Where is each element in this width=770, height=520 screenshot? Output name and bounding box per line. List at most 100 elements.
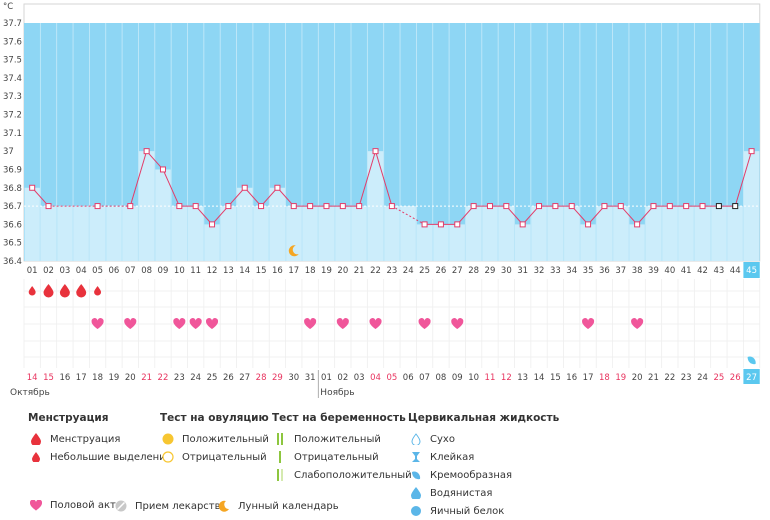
date-label: 03	[354, 373, 365, 383]
temperature-bar	[531, 206, 547, 261]
temperature-point	[470, 203, 477, 210]
temperature-line-segment	[195, 205, 213, 225]
cycle-day-label: 44	[730, 266, 741, 276]
temperature-bar	[596, 206, 613, 261]
temperature-point	[601, 203, 608, 210]
legend-label: Отрицательный	[182, 451, 267, 463]
cycle-day-label: 10	[174, 266, 185, 276]
temperature-bar	[498, 206, 514, 261]
legend-label: Клейкая	[430, 451, 475, 463]
temperature-point	[519, 221, 526, 228]
legend-item: Отрицательный	[272, 448, 412, 466]
date-label: 15	[550, 373, 561, 383]
cycle-day-label: 08	[141, 266, 152, 276]
legend-title: Тест на беременность	[272, 412, 406, 424]
date-label: 26	[223, 373, 234, 383]
temperature-bar	[678, 206, 694, 261]
temperature-point	[29, 184, 36, 191]
legend-label: Положительный	[294, 433, 381, 445]
temperature-bar	[335, 206, 351, 261]
temperature-bar	[24, 187, 40, 261]
pill-icon	[113, 500, 129, 512]
cycle-day-label: 33	[550, 266, 561, 276]
temperature-bar	[400, 206, 416, 261]
legend-label: Менструация	[50, 433, 121, 445]
temperature-line-segment	[228, 187, 246, 207]
small-drop-icon	[28, 452, 44, 462]
menstruation-drop-icon	[76, 284, 87, 298]
cycle-day-label: 20	[337, 266, 348, 276]
temperature-bar	[416, 224, 433, 261]
temperature-point	[192, 203, 199, 210]
temperature-point	[437, 221, 444, 228]
y-tick-label: 37.2	[3, 111, 22, 121]
date-label: 20	[125, 373, 136, 383]
heart-icon	[631, 318, 644, 329]
moon-icon	[288, 245, 299, 257]
cycle-day-label: 25	[419, 266, 430, 276]
cycle-day-label: 39	[648, 266, 659, 276]
temperature-line-segment	[456, 205, 474, 225]
date-label: 10	[468, 373, 479, 383]
date-label: 31	[305, 373, 316, 383]
heart-icon	[28, 500, 44, 511]
legend-label: Небольшие выделения	[50, 451, 172, 463]
cycle-day-label: 21	[354, 266, 365, 276]
temperature-bar	[629, 224, 645, 261]
cycle-day-label: 29	[485, 266, 496, 276]
temperature-bar	[286, 206, 302, 261]
temperature-bar	[188, 206, 204, 261]
heart-icon	[582, 318, 595, 329]
date-label: 14	[534, 373, 545, 383]
heart-icon	[369, 318, 382, 329]
menstruation-drop-icon	[59, 284, 70, 298]
date-label: 19	[109, 373, 120, 383]
temperature-bar	[122, 206, 138, 261]
temperature-line-segment	[31, 187, 49, 207]
legend-fluid: Цервикальная жидкость Сухо Клейкая Кремо…	[408, 412, 559, 520]
cycle-day-label: 03	[59, 266, 70, 276]
legend-item: Небольшие выделения	[28, 448, 172, 466]
temperature-bar	[40, 206, 57, 261]
cycle-day-label: 31	[517, 266, 528, 276]
y-tick-label: 37.4	[3, 74, 22, 84]
temperature-point	[94, 203, 101, 210]
date-label: 17	[76, 373, 87, 383]
sticky-icon	[408, 451, 424, 463]
y-tick-label: 36.6	[3, 220, 22, 230]
cycle-day-label: 43	[713, 266, 724, 276]
legend-item: Отрицательный	[160, 448, 269, 466]
temperature-point	[323, 203, 330, 210]
cycle-day-label: 22	[370, 266, 381, 276]
month-label: Ноябрь	[320, 388, 354, 398]
cycle-day-label: 14	[239, 266, 250, 276]
temperature-point	[290, 203, 297, 210]
temperature-point	[421, 221, 428, 228]
y-tick-label: 37.3	[3, 92, 22, 102]
date-label: 02	[337, 373, 348, 383]
date-label: 11	[485, 373, 496, 383]
double-line-icon	[272, 433, 288, 445]
temperature-line-segment	[244, 187, 262, 207]
cycle-day-label: 35	[583, 266, 594, 276]
cycle-day-label: 18	[305, 266, 316, 276]
y-axis-unit: °C	[3, 2, 13, 12]
temperature-line-segment	[146, 150, 164, 170]
y-tick-label: 36.5	[3, 239, 22, 249]
legend-menstruation: Менструация Менструация Небольшие выделе…	[28, 412, 172, 466]
date-label: 12	[501, 373, 512, 383]
temperature-point	[45, 203, 52, 210]
temperature-line-segment	[505, 205, 524, 225]
cycle-day-label: 40	[664, 266, 675, 276]
cycle-day-label: 27	[452, 266, 463, 276]
temperature-bar	[253, 206, 269, 261]
heart-icon	[451, 318, 464, 329]
temperature-point	[732, 203, 739, 210]
dry-drop-icon	[408, 433, 424, 445]
temperature-bar	[711, 206, 727, 261]
temperature-line-segment	[211, 205, 229, 225]
date-label: 21	[141, 373, 152, 383]
cycle-day-label: 17	[288, 266, 299, 276]
cycle-day-label: 15	[256, 266, 267, 276]
cycle-day-label: 13	[223, 266, 234, 276]
